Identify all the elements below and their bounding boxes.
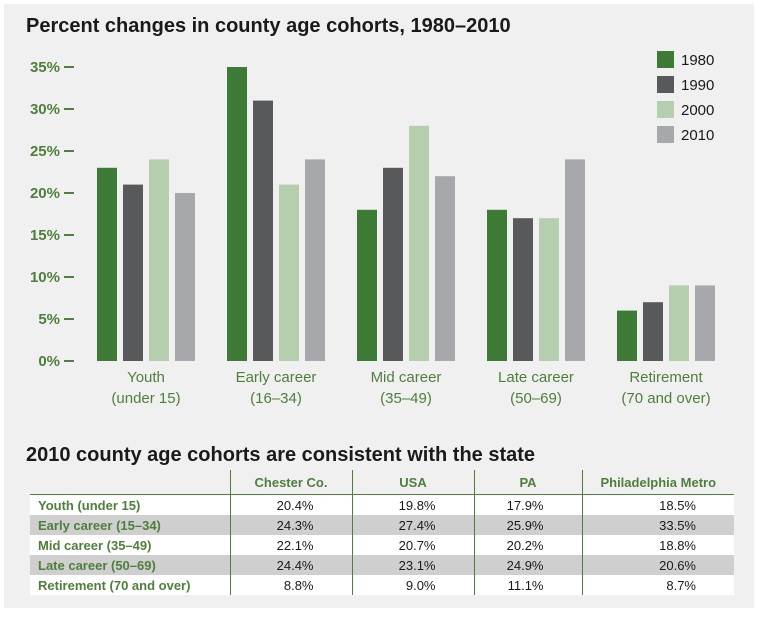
bar: [383, 167, 403, 361]
y-tick-label: 15%: [30, 227, 60, 244]
legend-label: 1990: [681, 77, 714, 94]
table-header-cell: Philadelphia Metro: [581, 470, 734, 495]
chart-title: Percent changes in county age cohorts, 1…: [26, 15, 511, 37]
y-tick-label: 0%: [38, 353, 60, 370]
table-cell: 20.7%: [351, 535, 474, 555]
table-cell: 24.9%: [473, 555, 582, 575]
x-tick-label: Youth: [127, 369, 165, 386]
y-tick-label: 5%: [38, 311, 60, 328]
table-cell: 20.6%: [581, 555, 734, 575]
x-tick-label: Early career: [236, 369, 317, 386]
table-title: 2010 county age cohorts are consistent w…: [26, 444, 536, 466]
table-header-cell: [30, 470, 230, 495]
bar: [149, 159, 169, 361]
table-cell: 11.1%: [473, 575, 582, 595]
legend-swatch: [657, 76, 674, 93]
table-cell: 18.5%: [581, 494, 734, 515]
table-cell: 33.5%: [581, 515, 734, 535]
bar-chart: 0% 5% 10% 15% 20% 25% 30% 35% Youth (under 15) Ear…: [30, 51, 715, 407]
table-cell: 20.2%: [473, 535, 582, 555]
table-cell: 24.4%: [229, 555, 352, 575]
legend-label: 1980: [681, 52, 714, 69]
table-row: Retirement (70 and over) 8.8% 9.0% 11.1%…: [30, 575, 734, 595]
table-cell: 8.8%: [229, 575, 352, 595]
bar: [617, 310, 637, 361]
bar: [97, 167, 117, 361]
row-label: Mid career (35–49): [38, 537, 152, 553]
bar: [565, 159, 585, 361]
table-cell: 9.0%: [351, 575, 474, 595]
table-cell: 8.7%: [581, 575, 734, 595]
x-tick-label: (under 15): [111, 390, 180, 407]
table-cell: 18.8%: [581, 535, 734, 555]
table-cell: 27.4%: [351, 515, 474, 535]
table-row: Youth (under 15) 20.4% 19.8% 17.9% 18.5%: [30, 494, 734, 515]
table-cell: 22.1%: [229, 535, 352, 555]
row-label: Early career (15–34): [38, 517, 161, 533]
table-cell: 25.9%: [473, 515, 582, 535]
bar: [539, 218, 559, 361]
bar: [513, 218, 533, 361]
x-tick-label: (16–34): [250, 390, 302, 407]
bar: [409, 125, 429, 361]
bar: [357, 209, 377, 361]
row-label: Youth (under 15): [38, 497, 141, 513]
figure-panel: Percent changes in county age cohorts, 1…: [4, 4, 754, 608]
y-tick-label: 20%: [30, 185, 60, 202]
row-label: Retirement (70 and over): [38, 577, 191, 593]
x-tick-label: (35–49): [380, 390, 432, 407]
table-row: Mid career (35–49) 22.1% 20.7% 20.2% 18.…: [30, 535, 734, 555]
legend-swatch: [657, 101, 674, 118]
y-tick-label: 25%: [30, 143, 60, 160]
table-cell: 17.9%: [473, 494, 582, 515]
bar: [279, 184, 299, 361]
legend-swatch: [657, 51, 674, 68]
bar: [227, 67, 247, 361]
legend-label: 2010: [681, 127, 714, 144]
x-tick-label: (70 and over): [621, 390, 710, 407]
cohort-table: Chester Co. USA PA Philadelphia Metro Yo…: [30, 470, 734, 595]
bar: [123, 184, 143, 361]
bar: [175, 193, 195, 361]
x-tick-label: (50–69): [510, 390, 562, 407]
y-tick-label: 10%: [30, 269, 60, 286]
bar: [305, 159, 325, 361]
bar: [643, 302, 663, 361]
bar: [253, 100, 273, 361]
table-header-cell: PA: [473, 470, 582, 495]
x-tick-label: Mid career: [371, 369, 442, 386]
table-cell: 20.4%: [229, 494, 352, 515]
bar: [669, 285, 689, 361]
x-tick-label: Late career: [498, 369, 574, 386]
row-label: Late career (50–69): [38, 557, 156, 573]
bar: [435, 176, 455, 361]
table-header-cell: USA: [351, 470, 474, 495]
legend-label: 2000: [681, 102, 714, 119]
table-header-row: Chester Co. USA PA Philadelphia Metro: [30, 470, 734, 495]
y-tick-label: 30%: [30, 101, 60, 118]
bar: [487, 209, 507, 361]
table-cell: 24.3%: [229, 515, 352, 535]
y-tick-label: 35%: [30, 59, 60, 76]
bar: [695, 285, 715, 361]
legend-swatch: [657, 126, 674, 143]
x-tick-label: Retirement: [629, 369, 703, 386]
table-row: Late career (50–69) 24.4% 23.1% 24.9% 20…: [30, 555, 734, 575]
table-cell: 19.8%: [351, 494, 474, 515]
table-cell: 23.1%: [351, 555, 474, 575]
table-row: Early career (15–34) 24.3% 27.4% 25.9% 3…: [30, 515, 734, 535]
table-header-cell: Chester Co.: [229, 470, 352, 495]
